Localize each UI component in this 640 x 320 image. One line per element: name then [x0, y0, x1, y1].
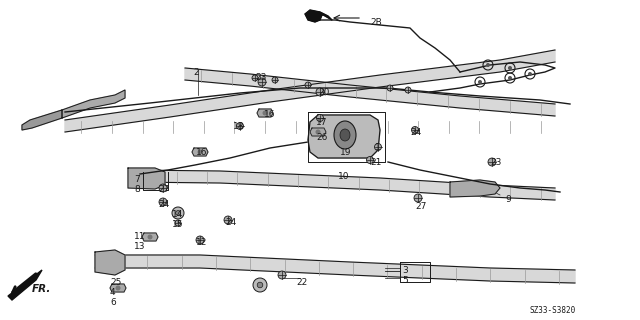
Ellipse shape	[405, 87, 411, 93]
Text: 24: 24	[225, 218, 236, 227]
Ellipse shape	[334, 121, 356, 149]
Text: 24: 24	[158, 200, 169, 209]
Text: 21: 21	[370, 158, 381, 167]
Polygon shape	[65, 50, 555, 132]
Polygon shape	[310, 128, 326, 136]
Polygon shape	[192, 148, 208, 156]
Ellipse shape	[488, 158, 496, 166]
Text: 14: 14	[172, 210, 184, 219]
Text: 10: 10	[338, 172, 349, 181]
Ellipse shape	[237, 123, 243, 130]
Ellipse shape	[224, 216, 232, 224]
Text: 16: 16	[264, 110, 275, 119]
Ellipse shape	[508, 66, 512, 70]
Ellipse shape	[253, 278, 267, 292]
Ellipse shape	[257, 282, 263, 288]
Ellipse shape	[175, 220, 181, 226]
Ellipse shape	[175, 211, 180, 215]
Ellipse shape	[412, 126, 419, 133]
Ellipse shape	[159, 198, 167, 206]
Polygon shape	[142, 233, 158, 241]
Text: 27: 27	[415, 202, 426, 211]
Ellipse shape	[159, 184, 167, 192]
Text: 27: 27	[158, 185, 170, 194]
Ellipse shape	[172, 207, 184, 219]
Polygon shape	[308, 115, 380, 158]
Ellipse shape	[147, 235, 152, 239]
Polygon shape	[185, 68, 555, 116]
Ellipse shape	[305, 82, 311, 88]
Text: 3: 3	[402, 266, 408, 275]
Ellipse shape	[414, 194, 422, 202]
Text: 12: 12	[196, 238, 207, 247]
Ellipse shape	[486, 63, 490, 67]
Polygon shape	[450, 180, 500, 197]
Ellipse shape	[262, 110, 268, 116]
Text: 4: 4	[110, 288, 116, 297]
Text: 24: 24	[410, 128, 421, 137]
Text: SZ33-S3820: SZ33-S3820	[530, 306, 576, 315]
Ellipse shape	[198, 149, 202, 155]
Polygon shape	[22, 110, 62, 130]
Ellipse shape	[252, 75, 258, 81]
Polygon shape	[110, 284, 126, 292]
Ellipse shape	[278, 271, 286, 279]
Ellipse shape	[528, 72, 532, 76]
Text: 26: 26	[316, 133, 328, 142]
Ellipse shape	[387, 85, 393, 91]
Text: 2: 2	[193, 68, 198, 77]
Ellipse shape	[316, 130, 321, 134]
Ellipse shape	[478, 80, 482, 84]
Polygon shape	[128, 168, 165, 189]
Ellipse shape	[340, 129, 350, 141]
Ellipse shape	[272, 77, 278, 83]
Text: 7: 7	[134, 175, 140, 184]
Ellipse shape	[317, 115, 323, 122]
Text: 19: 19	[340, 148, 351, 157]
Ellipse shape	[115, 285, 120, 291]
Ellipse shape	[374, 143, 381, 150]
Polygon shape	[62, 90, 125, 118]
Text: 2B: 2B	[370, 18, 381, 27]
Ellipse shape	[258, 78, 266, 86]
Text: 1: 1	[375, 143, 381, 152]
Polygon shape	[305, 10, 332, 22]
Polygon shape	[257, 109, 273, 117]
Text: 13: 13	[134, 242, 145, 251]
Text: 9: 9	[505, 195, 511, 204]
Polygon shape	[95, 255, 575, 283]
Polygon shape	[130, 170, 555, 200]
Text: 18: 18	[233, 122, 244, 131]
Text: 6: 6	[110, 298, 116, 307]
Text: 25: 25	[110, 278, 122, 287]
Text: FR.: FR.	[32, 284, 51, 294]
Text: 15: 15	[172, 220, 184, 229]
Ellipse shape	[508, 76, 512, 80]
Text: 20: 20	[318, 88, 330, 97]
Text: 8: 8	[134, 185, 140, 194]
Ellipse shape	[367, 156, 374, 164]
Text: 22: 22	[296, 278, 307, 287]
Polygon shape	[95, 250, 125, 275]
Ellipse shape	[316, 88, 324, 96]
Text: 17: 17	[316, 118, 328, 127]
Polygon shape	[8, 270, 42, 300]
Text: 5: 5	[402, 276, 408, 285]
Text: 16: 16	[196, 148, 207, 157]
Ellipse shape	[196, 236, 204, 244]
Text: 23: 23	[255, 73, 266, 82]
Text: 23: 23	[490, 158, 501, 167]
Text: 11: 11	[134, 232, 145, 241]
